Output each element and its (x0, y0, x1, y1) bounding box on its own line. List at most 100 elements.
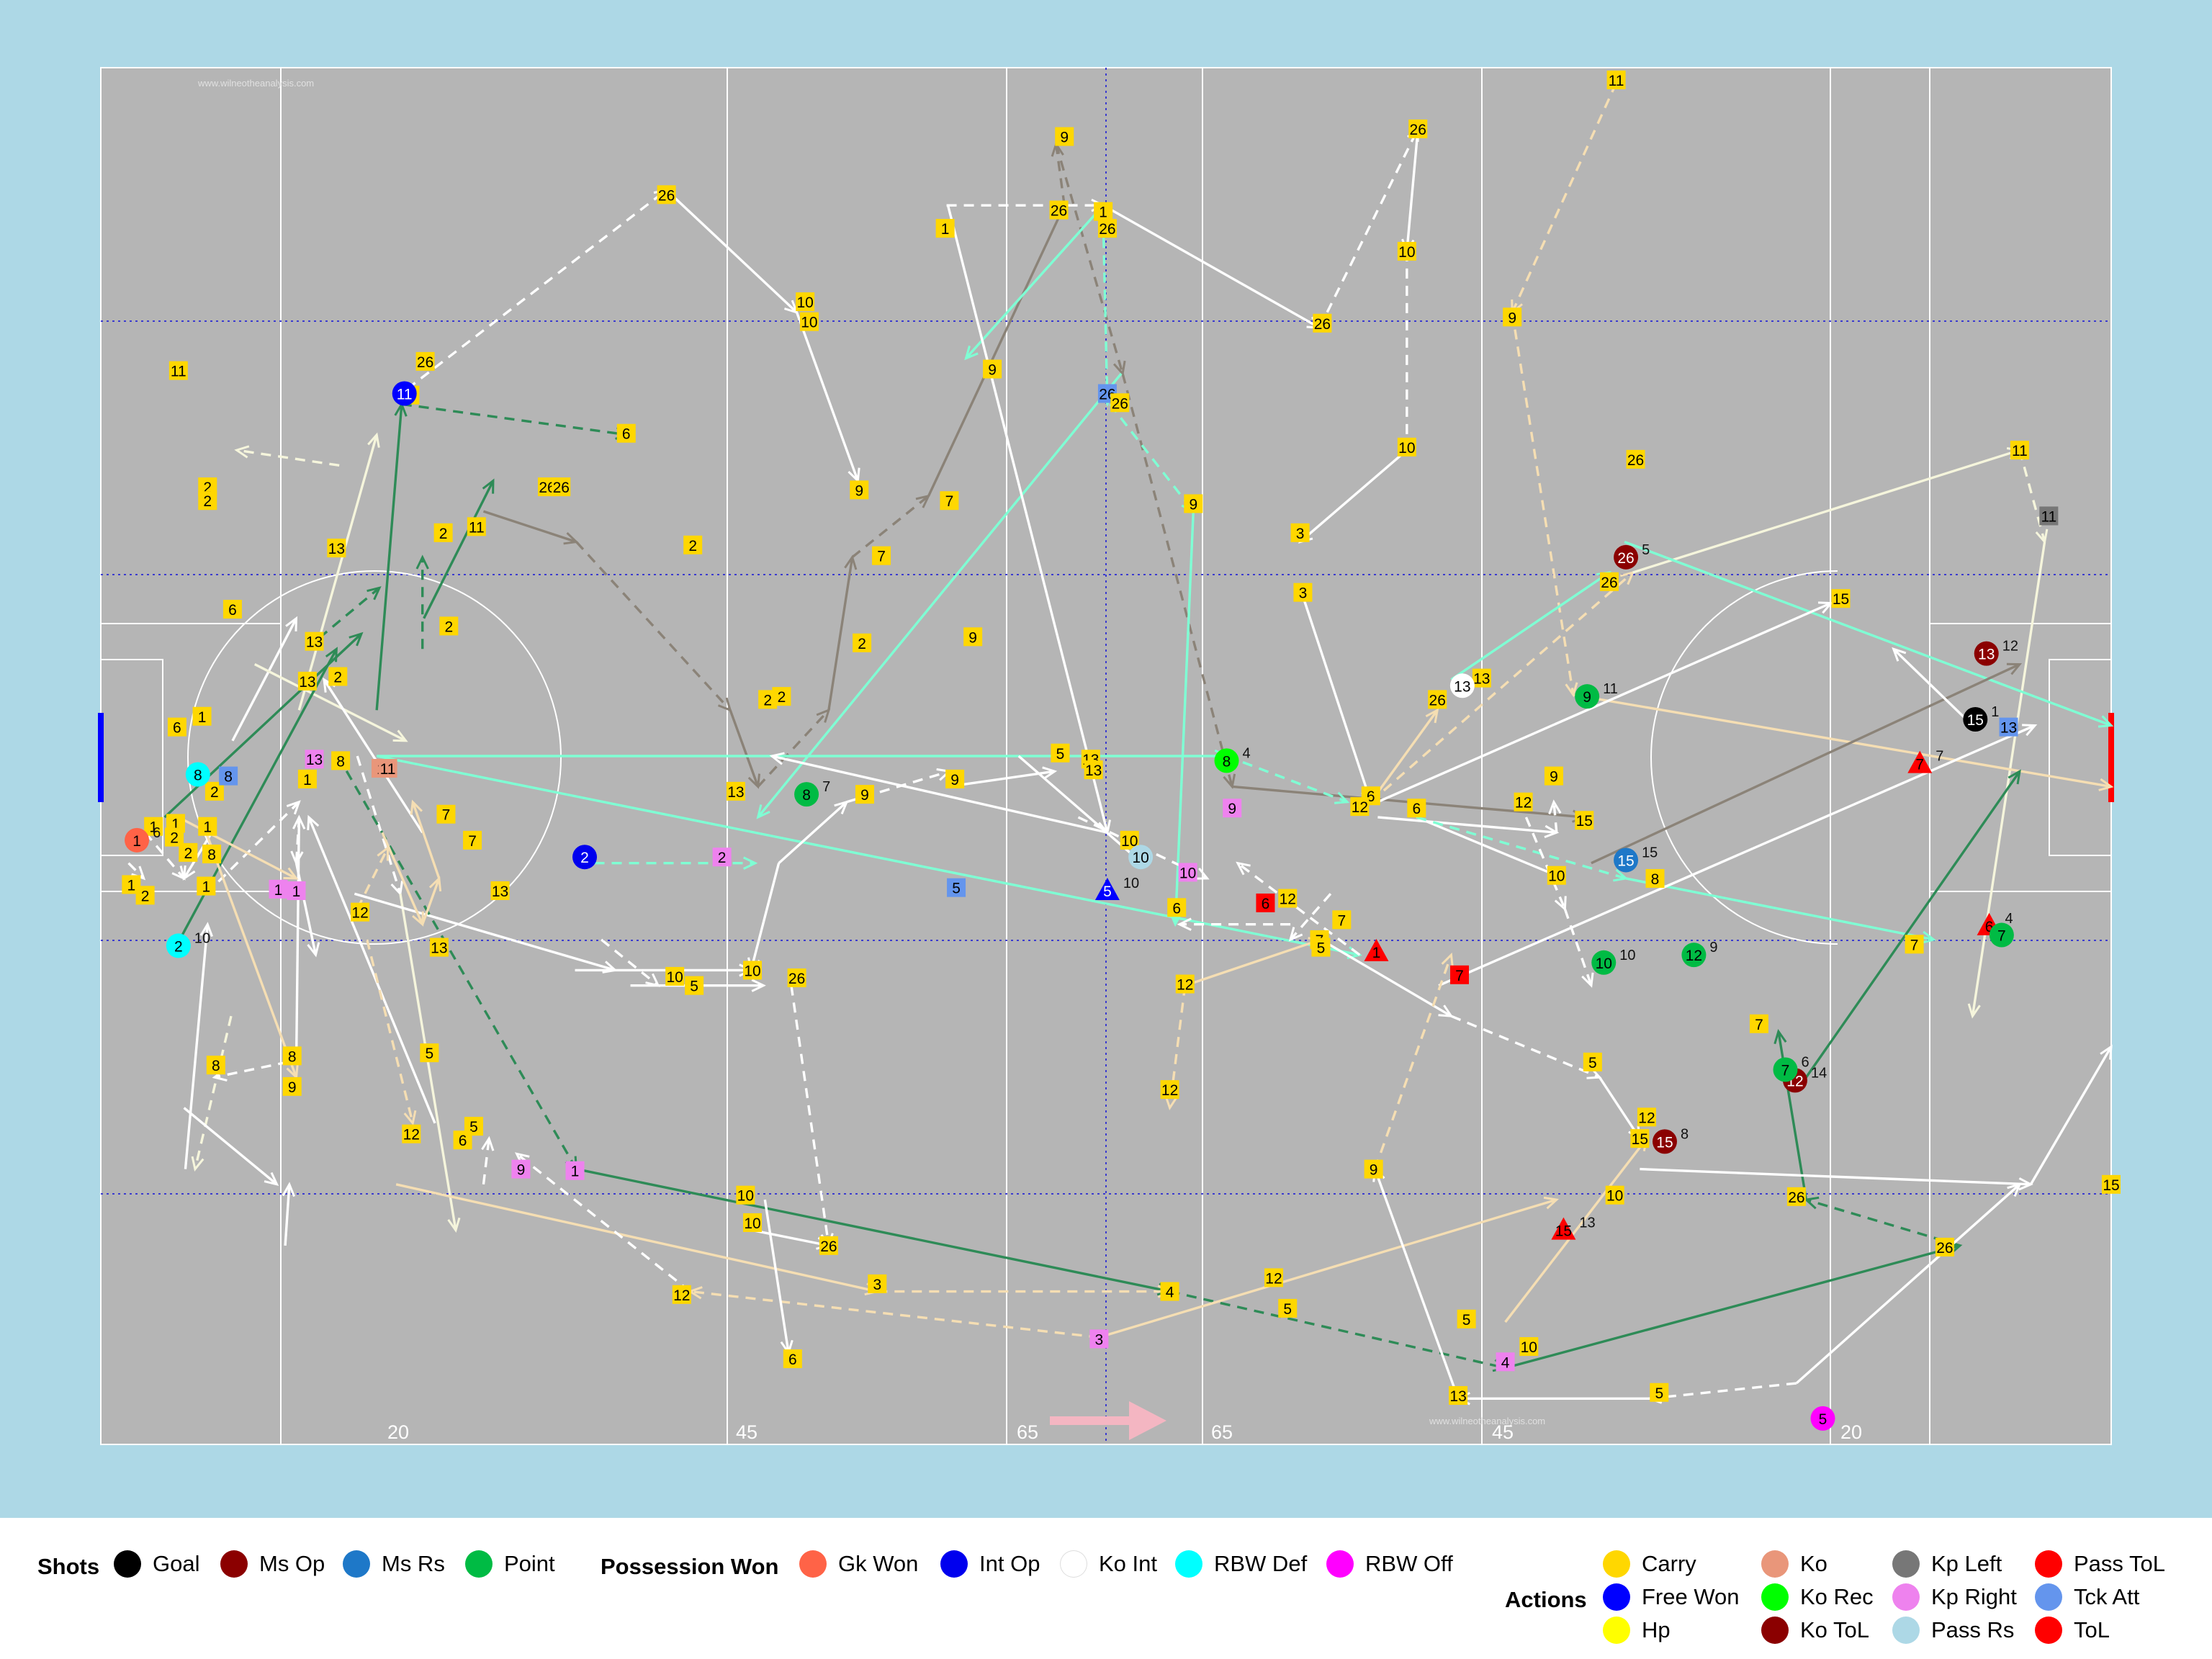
action-point-label: 9 (1189, 496, 1197, 513)
marker-gk-won (125, 827, 150, 853)
action-link-arrowhead (1543, 1196, 1560, 1210)
marker-note: 1 (1991, 704, 1999, 720)
marker-note: 15 (1642, 845, 1658, 860)
action-point (1290, 523, 1310, 542)
marker-label: 10 (1596, 956, 1612, 972)
action-point-label: 15 (1632, 1131, 1648, 1148)
action-point (1160, 1080, 1179, 1100)
action-link-arrowhead (307, 942, 320, 958)
marker-label: 8 (802, 787, 811, 804)
action-point (1457, 1309, 1476, 1328)
marker-point (1591, 950, 1617, 975)
legend-item-goal: Goal (114, 1550, 199, 1578)
marker-label: 2 (580, 850, 589, 866)
action-link (516, 1153, 691, 1292)
action-point-label: 10 (666, 969, 683, 986)
action-link (376, 755, 1360, 956)
action-point (420, 1043, 439, 1063)
action-point (1408, 119, 1428, 138)
action-point-label: 10 (1398, 244, 1415, 261)
action-point (1184, 494, 1203, 513)
marker-pass-tol (1364, 938, 1389, 961)
action-link-arrowhead (1236, 861, 1251, 876)
action-point-label: 13 (431, 940, 447, 957)
watermark-bottom: www.wilneotheanalysis.com (1429, 1416, 1545, 1426)
action-link (965, 204, 1105, 359)
legend-swatch-int-op (940, 1550, 968, 1578)
action-link (214, 1061, 289, 1079)
action-link (1573, 693, 2112, 788)
action-point-label: 9 (288, 1079, 297, 1096)
action-point-label: 10 (1398, 440, 1415, 457)
action-point-label: 11 (2041, 508, 2056, 525)
action-point (1605, 1185, 1624, 1205)
action-point-label: 5 (1655, 1385, 1663, 1402)
marker-label: 15 (1967, 712, 1984, 729)
action-point-label: 6 (1172, 900, 1181, 917)
action-link (295, 817, 301, 863)
action-point-label: 13 (299, 674, 315, 691)
action-point (1084, 760, 1103, 780)
action-point (1311, 938, 1331, 957)
attack-direction-arrow (1050, 1401, 1166, 1440)
marker-label: 8 (1223, 753, 1231, 770)
action-link (575, 541, 732, 711)
action-link-arrowhead (1581, 972, 1594, 988)
action-point (167, 717, 186, 737)
action-point-label: 11 (2012, 443, 2028, 459)
legend-label: Kp Left (1931, 1551, 2002, 1576)
legend-item-rbw-off: RBW Off (1326, 1550, 1453, 1578)
action-point-label: 13 (1085, 763, 1102, 779)
action-link (307, 817, 436, 1124)
action-point (945, 769, 965, 788)
action-link-arrowhead (1042, 766, 1058, 780)
action-point (463, 830, 482, 850)
marker-kp-right (511, 1159, 531, 1179)
action-point-label: 26 (417, 354, 433, 371)
marker-label: 5 (1103, 884, 1112, 900)
action-point-label: 3 (873, 1277, 881, 1293)
action-point (1583, 1052, 1602, 1071)
legend-item-ms-rs: Ms Rs (343, 1550, 445, 1578)
action-link (1184, 938, 1321, 987)
marker-note: 8 (1681, 1126, 1689, 1142)
action-point (1905, 935, 1924, 954)
action-point (2102, 1174, 2121, 1194)
action-point (198, 817, 217, 836)
pitch-chart: www.wilneotheanalysis.com www.wilneothea… (98, 67, 2121, 1445)
marker-label: 12 (1686, 948, 1702, 964)
marker-tck-att (219, 766, 238, 786)
action-point-label: 12 (1638, 1110, 1655, 1126)
marker-label: 13 (2000, 720, 2017, 737)
action-point (1167, 898, 1187, 917)
marker-kp-right (287, 881, 306, 900)
action-link (1649, 1382, 1797, 1400)
legend-label: Ms Op (259, 1551, 325, 1576)
action-link (205, 801, 300, 895)
legend-label: Int Op (979, 1551, 1040, 1576)
action-link (297, 434, 378, 711)
legend-swatch-pass-tol (2035, 1550, 2062, 1578)
action-point-label: 26 (658, 187, 675, 204)
action-point-label: 26 (1112, 395, 1128, 412)
marker-label: 13 (1978, 647, 1995, 663)
action-links (127, 82, 2114, 1406)
legend-item-pass-rs: Pass Rs (1892, 1616, 2014, 1645)
marker-label: 13 (1454, 678, 1470, 695)
action-link (1450, 1015, 1601, 1079)
marker-point (794, 782, 819, 807)
legend-item-rbw-def: RBW Def (1175, 1550, 1307, 1578)
marker-pass-tol (1256, 893, 1275, 912)
action-link (482, 1138, 490, 1185)
marker-label: 10 (1179, 865, 1196, 881)
action-link (253, 663, 407, 742)
action-point-label: 5 (690, 979, 698, 995)
action-link (1892, 648, 1974, 727)
action-link (366, 939, 414, 1124)
legend-item-tol: ToL (2035, 1616, 2110, 1645)
action-point (1293, 583, 1313, 602)
action-point-label: 10 (796, 295, 813, 311)
action-link (576, 1167, 1170, 1293)
action-point-label: 13 (1473, 671, 1490, 688)
action-point (853, 633, 872, 652)
